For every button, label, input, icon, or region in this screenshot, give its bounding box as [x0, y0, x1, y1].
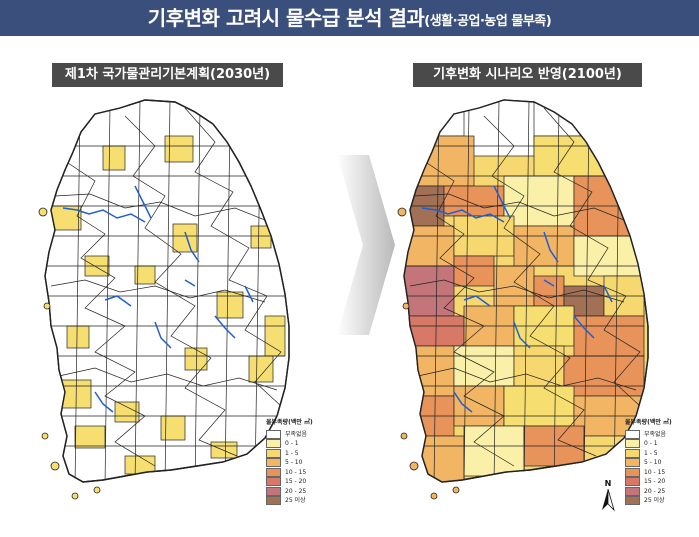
legend-swatch	[625, 439, 640, 449]
legend-label: 10 - 15	[644, 468, 666, 476]
legend-item: 0 - 1	[625, 439, 687, 449]
legend-label: 0 - 1	[285, 440, 299, 447]
legend-label: 25 이상	[644, 497, 665, 504]
legend-swatch	[266, 448, 281, 458]
legend-swatch	[625, 429, 640, 439]
legend-label: 부족없음	[285, 430, 308, 438]
legend-label: 20 - 25	[285, 487, 307, 495]
legend-label: 1 - 5	[644, 449, 658, 457]
legend-swatch	[266, 467, 281, 477]
north-label: N	[605, 479, 612, 488]
legend-swatch	[625, 477, 640, 487]
legend-item: 부족없음	[625, 429, 687, 440]
legend-item: 5 - 10	[266, 458, 328, 468]
legend-label: 부족없음	[644, 430, 667, 438]
legend-swatch	[266, 439, 281, 449]
legend-right: 물부족량(백만 ㎥) 부족없음 0 - 1 1 - 5 5 - 10 10 - …	[625, 418, 687, 506]
legend-swatch	[625, 448, 640, 458]
legend-swatch	[266, 496, 281, 506]
legend-item: 10 - 15	[266, 467, 328, 478]
legend-label: 0 - 1	[644, 440, 658, 447]
north-arrow-icon: N	[602, 479, 615, 512]
legend-item: 1 - 5	[625, 448, 687, 459]
legend-title: 물부족량(백만 ㎥)	[266, 419, 313, 426]
legend-item: 5 - 10	[625, 458, 687, 468]
legend-swatch	[266, 429, 281, 439]
legend-swatch	[625, 486, 640, 496]
title-bar	[0, 0, 699, 36]
panel-label-2100: 기후변화 시나리오 반영(2100년)	[413, 63, 642, 87]
legend-item: 부족없음	[266, 429, 328, 440]
legend-label: 5 - 10	[285, 459, 303, 466]
legend-swatch	[266, 486, 281, 496]
legend-item: 1 - 5	[266, 448, 328, 459]
legend-item: 15 - 20	[266, 477, 328, 487]
panel-label-2030: 제1차 국가물관리기본계획(2030년)	[52, 63, 283, 87]
legend-item: 20 - 25	[625, 486, 687, 497]
legend-swatch	[266, 477, 281, 487]
legend-swatch	[625, 458, 640, 468]
legend-item: 15 - 20	[625, 477, 687, 487]
legend-item: 0 - 1	[266, 439, 328, 449]
legend-left: 물부족량(백만 ㎥) 부족없음 0 - 1 1 - 5 5 - 10 10 - …	[266, 418, 328, 506]
legend-label: 20 - 25	[644, 487, 666, 495]
legend-swatch	[266, 458, 281, 468]
map-2030	[38, 99, 290, 500]
legend-swatch	[625, 467, 640, 477]
legend-item: 25 이상	[625, 496, 687, 506]
legend-label: 1 - 5	[285, 449, 299, 457]
legend-item: 10 - 15	[625, 467, 687, 478]
legend-swatch	[625, 496, 640, 506]
map-2100	[397, 99, 649, 500]
legend-label: 15 - 20	[644, 478, 666, 485]
legend-label: 10 - 15	[285, 468, 307, 476]
legend-label: 5 - 10	[644, 459, 662, 466]
legend-label: 25 이상	[285, 497, 306, 504]
legend-item: 25 이상	[266, 496, 328, 506]
title-main: 기후변화 고려시 물수급 분석 결과	[147, 6, 425, 30]
legend-title: 물부족량(백만 ㎥)	[625, 419, 672, 426]
page-title: 기후변화 고려시 물수급 분석 결과(생활·공업·농업 물부족)	[0, 0, 699, 36]
title-subtitle: (생활·공업·농업 물부족)	[424, 14, 552, 29]
legend-label: 15 - 20	[285, 478, 307, 485]
chevron-right-arrow-icon	[337, 155, 395, 335]
legend-item: 20 - 25	[266, 486, 328, 497]
